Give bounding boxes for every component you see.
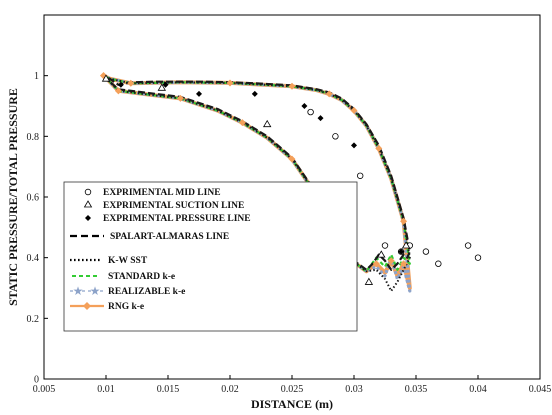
rng-marker — [238, 119, 246, 127]
suction-line-point — [377, 250, 386, 258]
suction-line-point — [401, 241, 411, 249]
x-tick-label: 0.025 — [281, 384, 304, 395]
series-markers — [100, 72, 482, 285]
legend-marker-filled-diamond — [85, 215, 91, 221]
pressure-line-point — [351, 142, 357, 149]
pressure-line-point — [162, 81, 169, 88]
rng-marker — [387, 257, 395, 265]
rng-marker — [226, 79, 234, 87]
legend-item-mid: EXPRIMENTAL MID LINE — [84, 188, 221, 198]
legend-item-spalart: SPALART-ALMARAS LINE — [70, 232, 229, 242]
legend-item-pressure: EXPRIMENTAL PRESSURE LINE — [85, 214, 251, 224]
x-axis: 0.005 0.01 0.015 0.02 0.025 0.03 0.035 0.04 0.04… — [33, 375, 552, 395]
rng-marker — [375, 144, 383, 152]
pressure-line-point — [196, 90, 202, 97]
x-tick-label: 0.015 — [157, 384, 180, 395]
mid-line-point — [307, 108, 314, 116]
suction-line-point — [101, 74, 111, 82]
series-line-kw-sst — [102, 74, 411, 292]
mid-line-point — [357, 172, 364, 179]
pressure-line-point — [398, 248, 405, 255]
mid-line-point — [474, 254, 482, 261]
x-tick-label: 0.035 — [405, 384, 428, 395]
y-tick-label: 0.8 — [27, 132, 40, 143]
legend-label-suction: EXPRIMENTAL SUCTION LINE — [103, 201, 244, 211]
rng-marker — [288, 155, 296, 163]
x-tick-label: 0.045 — [529, 384, 552, 395]
legend-marker-open-circle — [84, 188, 92, 196]
x-tick-label: 0.02 — [221, 384, 239, 395]
suction-line-point — [157, 83, 166, 91]
series-lines — [102, 73, 412, 293]
legend-label-spalart: SPALART-ALMARAS LINE — [110, 232, 229, 242]
y-tick-label: 0 — [34, 375, 39, 386]
y-axis-title: STATIC PRESSURE/TOTAL PRESSURE — [6, 88, 20, 306]
y-tick-label: 1 — [34, 71, 39, 82]
legend-item-kw-sst: K-W SST — [70, 256, 148, 266]
rng-marker — [176, 94, 184, 102]
series-line-spalart — [102, 74, 411, 271]
legend-box — [63, 181, 358, 332]
legend-label-mid: EXPRIMENTAL MID LINE — [103, 188, 221, 198]
legend-label-pressure: EXPRIMENTAL PRESSURE LINE — [103, 214, 251, 224]
x-tick-label: 0.04 — [469, 384, 487, 395]
mid-line-point — [464, 242, 472, 249]
rng-marker — [350, 107, 358, 115]
mid-line-point — [435, 260, 442, 267]
x-axis-title: DISTANCE (m) — [251, 397, 333, 411]
mid-line-point — [381, 242, 389, 249]
pressure-line-point — [251, 90, 258, 97]
legend-label-kw-sst: K-W SST — [108, 256, 148, 266]
rng-marker — [114, 87, 122, 95]
legend-item-realizable: ★ ★ REALIZABLE k-e — [70, 284, 185, 298]
legend-label-rng: RNG k-e — [108, 302, 144, 312]
rng-marker — [127, 79, 135, 87]
pressure-line-point — [301, 103, 308, 109]
legend-marker-star-1: ★ — [73, 284, 84, 298]
legend-item-suction: EXPRIMENTAL SUCTION LINE — [83, 200, 244, 211]
x-tick-label: 0.005 — [33, 384, 56, 395]
y-axis: 0 0.2 0.4 0.6 0.8 1 — [27, 71, 48, 386]
pressure-line-point — [117, 81, 124, 88]
y-tick-label: 0.4 — [27, 253, 40, 264]
rng-marker — [400, 260, 408, 268]
legend-item-rng: RNG k-e — [70, 302, 144, 312]
y-tick-label: 0.2 — [27, 314, 40, 325]
rng-marker — [400, 217, 408, 225]
rng-marker — [325, 90, 333, 98]
mid-line-point — [332, 133, 339, 140]
rng-marker — [372, 260, 380, 268]
legend-label-standard: STANDARD k-e — [108, 272, 175, 282]
legend-item-standard: STANDARD k-e — [72, 272, 175, 282]
legend-marker-star-2: ★ — [90, 284, 101, 298]
legend-label-realizable: REALIZABLE k-e — [108, 287, 185, 297]
mid-line-point — [422, 248, 430, 255]
x-tick-label: 0.03 — [345, 384, 363, 395]
x-tick-label: 0.01 — [97, 384, 115, 395]
legend-marker-open-triangle — [83, 200, 93, 208]
y-tick-label: 0.6 — [27, 193, 40, 204]
suction-line-point — [263, 119, 272, 128]
rng-marker — [288, 82, 296, 90]
legend: EXPRIMENTAL MID LINE EXPRIMENTAL SUCTION… — [63, 181, 358, 332]
suction-line-point — [364, 277, 374, 285]
legend-marker-orange-diamond — [83, 302, 91, 310]
pressure-line-point — [317, 115, 324, 122]
